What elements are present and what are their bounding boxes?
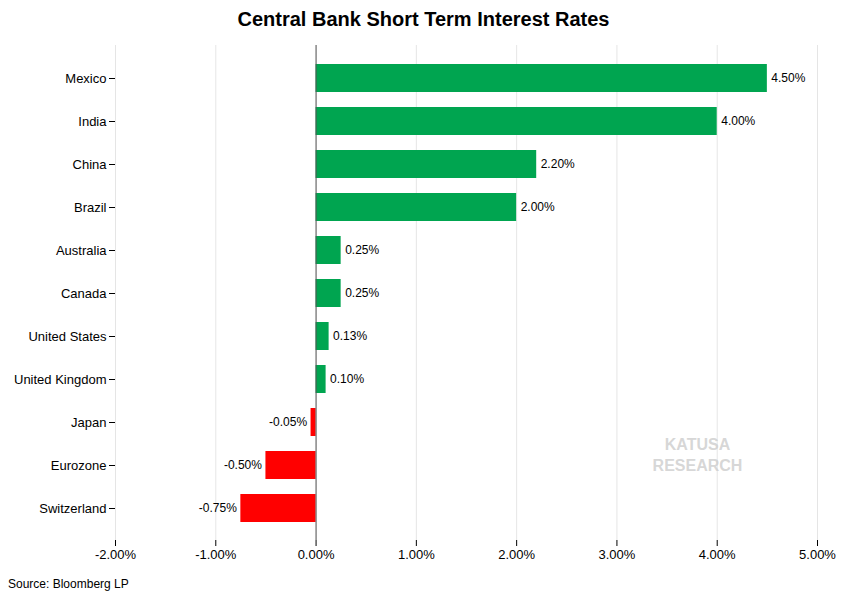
svg-text:China: China: [73, 157, 108, 172]
svg-text:1.00%: 1.00%: [398, 547, 435, 562]
svg-text:4.50%: 4.50%: [771, 71, 805, 85]
svg-text:KATUSARESEARCH: KATUSARESEARCH: [653, 436, 743, 474]
svg-text:5.00%: 5.00%: [799, 547, 836, 562]
html-text:Central Bank Short Term Intere: Central Bank Short Term Interest Rates: [237, 8, 610, 30]
svg-text:Brazil: Brazil: [74, 200, 107, 215]
svg-text:-1.00%: -1.00%: [195, 547, 237, 562]
svg-text:United States: United States: [28, 329, 107, 344]
svg-text:4.00%: 4.00%: [721, 114, 755, 128]
svg-text:Eurozone: Eurozone: [51, 458, 107, 473]
svg-text:Switzerland: Switzerland: [39, 501, 106, 516]
svg-text:Mexico: Mexico: [65, 71, 106, 86]
svg-text:0.13%: 0.13%: [333, 329, 367, 343]
svg-text:0.25%: 0.25%: [345, 286, 379, 300]
html-text:Source: Bloomberg LP: Source: Bloomberg LP: [8, 577, 129, 591]
svg-text:-2.00%: -2.00%: [95, 547, 137, 562]
svg-text:0.00%: 0.00%: [298, 547, 335, 562]
svg-text:-0.50%: -0.50%: [224, 458, 262, 472]
svg-text:-0.05%: -0.05%: [269, 415, 307, 429]
svg-text:2.00%: 2.00%: [498, 547, 535, 562]
svg-text:Canada: Canada: [61, 286, 107, 301]
svg-text:2.00%: 2.00%: [521, 200, 555, 214]
svg-text:4.00%: 4.00%: [699, 547, 736, 562]
svg-text:-0.75%: -0.75%: [199, 501, 237, 515]
svg-text:Japan: Japan: [71, 415, 106, 430]
svg-text:Australia: Australia: [56, 243, 107, 258]
svg-text:3.00%: 3.00%: [598, 547, 635, 562]
svg-text:United Kingdom: United Kingdom: [14, 372, 107, 387]
svg-text:0.25%: 0.25%: [345, 243, 379, 257]
svg-text:India: India: [78, 114, 107, 129]
svg-text:2.20%: 2.20%: [541, 157, 575, 171]
svg-text:0.10%: 0.10%: [330, 372, 364, 386]
